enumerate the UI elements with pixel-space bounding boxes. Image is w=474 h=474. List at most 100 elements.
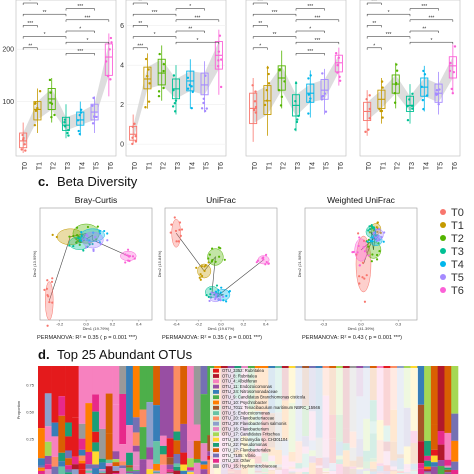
sample-point: [262, 258, 265, 261]
stacked-segment: [153, 405, 161, 442]
data-point: [320, 98, 324, 101]
data-point: [66, 131, 69, 135]
x-tick-label: 0.3: [396, 322, 402, 327]
box: [33, 101, 42, 121]
data-point: [217, 50, 221, 53]
data-point: [219, 85, 223, 89]
stacked-segment: [430, 449, 438, 456]
data-point: [34, 109, 38, 113]
otu-legend-swatch: [213, 405, 219, 410]
sample-point: [91, 242, 94, 246]
stacked-segment: [132, 451, 140, 466]
sample-point: [85, 233, 88, 236]
sample-point: [86, 225, 90, 229]
legend-swatch: [440, 274, 446, 280]
data-point: [437, 102, 440, 106]
stacked-segment: [119, 465, 127, 469]
stacked-segment: [71, 469, 79, 474]
legend-label: T0: [451, 207, 464, 219]
stacked-segment: [180, 471, 188, 474]
significance-label: *: [388, 10, 390, 16]
stacked-segment: [180, 470, 188, 472]
significance-label: **: [258, 21, 262, 27]
data-point: [63, 125, 67, 128]
sample-point: [94, 236, 97, 239]
stacked-segment: [65, 366, 73, 423]
sample-point: [55, 235, 58, 239]
stacked-segment: [71, 417, 79, 457]
x-tick-label: T3: [295, 162, 302, 170]
sample-point: [207, 257, 210, 260]
data-point: [134, 135, 137, 138]
sample-point: [380, 236, 383, 239]
stacked-segment: [71, 366, 79, 418]
data-point: [131, 136, 134, 139]
significance-label: *: [29, 0, 31, 5]
sample-point: [82, 249, 85, 252]
sample-point: [208, 299, 211, 303]
stacked-segment: [65, 458, 73, 466]
significance-bracket: [366, 47, 382, 50]
significance-bracket: [22, 36, 67, 39]
data-point: [411, 92, 414, 96]
sample-point: [375, 228, 378, 231]
sample-point: [46, 324, 49, 327]
sample-point: [357, 244, 360, 248]
sample-point: [174, 229, 178, 233]
x-tick-label: T1: [36, 162, 43, 170]
stacked-segment: [105, 433, 113, 460]
stacked-segment: [85, 470, 93, 473]
sample-point: [173, 216, 176, 219]
data-point: [254, 90, 257, 93]
stacked-segment: [44, 366, 52, 394]
stacked-segment: [119, 468, 127, 474]
stacked-segment: [126, 473, 134, 474]
box: [320, 79, 329, 100]
sample-point: [379, 231, 382, 234]
stacked-segment: [153, 366, 161, 406]
sample-point: [363, 300, 367, 303]
y-axis-label: Dim2 (21.98%): [297, 250, 302, 277]
sample-point: [351, 251, 354, 254]
data-point: [171, 105, 175, 108]
sample-point: [127, 259, 130, 262]
sample-point: [51, 277, 54, 280]
x-tick-label: T5: [94, 162, 101, 170]
sample-point: [370, 260, 373, 263]
x-tick-label: T0: [22, 162, 29, 170]
significance-bracket: [22, 2, 38, 5]
x-tick-label: T6: [218, 162, 225, 170]
stacked-segment: [65, 422, 73, 437]
x-tick-label: 0.0: [358, 322, 364, 327]
sample-point: [219, 247, 222, 250]
legend-swatch: [440, 261, 446, 267]
permanova-label: PERMANOVA: R² = 0.35 ( p = 0.001 ***): [37, 335, 137, 341]
stacked-segment: [444, 467, 452, 470]
data-point: [381, 86, 384, 89]
stacked-segment: [51, 436, 59, 457]
data-point: [147, 68, 150, 71]
significance-label: *: [189, 4, 191, 10]
sample-point: [103, 229, 106, 233]
data-point: [200, 107, 204, 110]
sample-point: [358, 275, 361, 278]
stacked-segment: [193, 366, 201, 425]
data-point: [172, 74, 176, 77]
data-point: [435, 89, 439, 92]
stacked-segment: [180, 366, 188, 424]
data-point: [218, 34, 222, 37]
stacked-segment: [119, 366, 127, 394]
x-tick-label: -0.4: [173, 322, 181, 327]
stacked-segment: [139, 463, 147, 474]
stacked-segment: [444, 469, 452, 473]
otu-legend-swatch: [213, 395, 219, 400]
legend-swatch: [440, 209, 446, 215]
stacked-segment: [98, 472, 107, 474]
significance-label: ***: [307, 49, 313, 55]
significance-bracket: [22, 13, 67, 17]
otu-legend-swatch: [213, 368, 219, 373]
significance-bracket: [65, 19, 110, 22]
data-point: [131, 142, 134, 146]
stacked-segment: [166, 366, 174, 439]
